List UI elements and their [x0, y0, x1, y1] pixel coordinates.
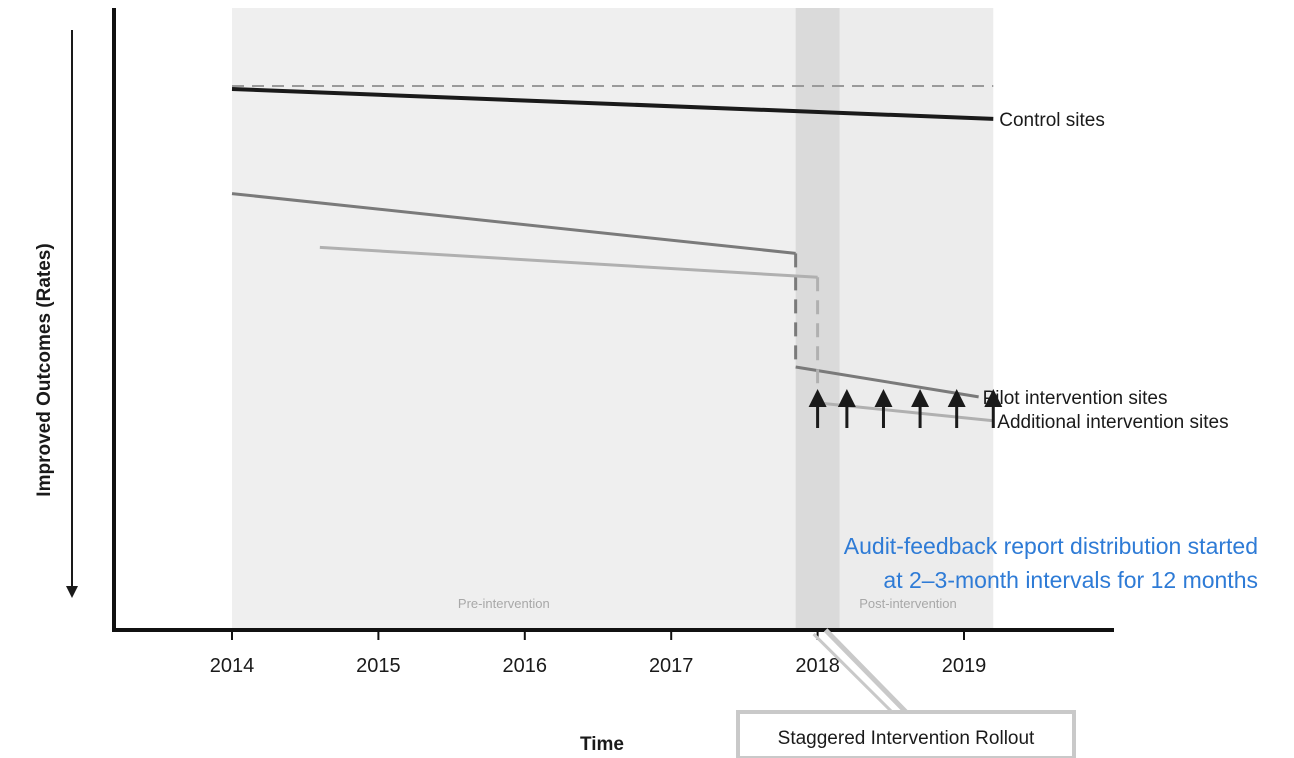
rollout-callout-label: Staggered Intervention Rollout: [778, 728, 1035, 749]
x-tick-label-2014: 2014: [210, 655, 255, 677]
series-pilot-pre-line: [231, 192, 796, 255]
callout-connector-left: [812, 632, 894, 714]
period-label-pre: Pre-intervention: [458, 596, 550, 611]
series-label-additional-sites: Additional intervention sites: [997, 412, 1228, 433]
x-tick-label-2015: 2015: [356, 655, 401, 677]
y-axis-title: Improved Outcomes (Rates): [34, 243, 55, 496]
x-tick-label-2018: 2018: [795, 655, 840, 677]
rollout-callout-box: [736, 710, 1076, 758]
series-additional-pre-line: [319, 245, 818, 279]
x-tick-label-2016: 2016: [503, 655, 548, 677]
annotation-line-1: Audit-feedback report distribution start…: [844, 533, 1258, 559]
series-label-control-sites: Control sites: [999, 110, 1105, 131]
rollout-band: [795, 8, 840, 630]
x-axis-title: Time: [580, 734, 624, 755]
annotation-line-2: at 2–3-month intervals for 12 months: [883, 567, 1258, 593]
callout-connector-right: [823, 628, 908, 714]
x-tick-label-2017: 2017: [649, 655, 694, 677]
series-control-sites-line: [231, 86, 994, 121]
period-label-post: Post-intervention: [859, 596, 957, 611]
series-label-pilot-sites: Pilot intervention sites: [983, 388, 1168, 409]
pre-intervention-region: [232, 8, 796, 630]
x-tick-label-2019: 2019: [942, 655, 987, 677]
